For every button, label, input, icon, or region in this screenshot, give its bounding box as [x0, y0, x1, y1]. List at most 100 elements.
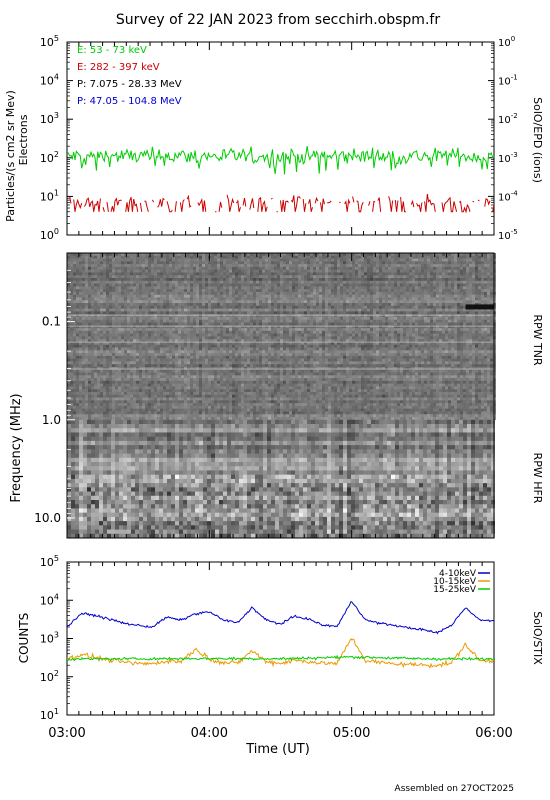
rpw-tnr-cell — [274, 283, 277, 287]
rpw-tnr-cell — [181, 283, 184, 287]
rpw-tnr-cell — [253, 364, 256, 368]
rpw-tnr-cell — [292, 339, 295, 343]
rpw-tnr-cell — [181, 278, 184, 282]
rpw-tnr-cell — [289, 253, 292, 257]
rpw-tnr-cell — [106, 319, 109, 323]
rpw-tnr-cell — [202, 303, 205, 307]
rpw-tnr-cell — [127, 353, 130, 357]
rpw-tnr-cell — [79, 322, 82, 326]
rpw-tnr-cell — [226, 278, 229, 282]
rpw-tnr-cell — [187, 291, 190, 295]
rpw-tnr-cell — [238, 311, 241, 315]
rpw-tnr-cell — [142, 391, 145, 396]
rpw-tnr-cell — [145, 272, 148, 276]
rpw-tnr-cell — [214, 375, 217, 379]
rpw-tnr-cell — [244, 266, 247, 270]
rpw-tnr-cell — [97, 389, 100, 393]
rpw-tnr-cell — [163, 411, 166, 415]
rpw-tnr-cell — [199, 286, 202, 290]
rpw-tnr-cell — [250, 417, 253, 421]
rpw-tnr-cell — [103, 289, 106, 293]
rpw-tnr-cell — [265, 291, 268, 295]
rpw-tnr-cell — [70, 266, 73, 270]
rpw-tnr-cell — [304, 297, 307, 301]
rpw-tnr-cell — [217, 344, 220, 348]
rpw-tnr-cell — [136, 341, 139, 346]
rpw-tnr-cell — [166, 286, 169, 290]
rpw-tnr-cell — [226, 383, 229, 387]
rpw-tnr-cell — [259, 397, 262, 401]
rpw-tnr-cell — [277, 355, 280, 359]
rpw-tnr-cell — [181, 319, 184, 323]
rpw-tnr-cell — [256, 258, 259, 262]
rpw-tnr-cell — [121, 400, 124, 404]
rpw-tnr-cell — [286, 375, 289, 379]
rpw-tnr-cell — [253, 266, 256, 270]
rpw-tnr-cell — [238, 397, 241, 401]
rpw-tnr-cell — [169, 389, 172, 393]
rpw-tnr-cell — [187, 280, 190, 284]
rpw-tnr-cell — [199, 253, 202, 257]
rpw-tnr-cell — [220, 328, 223, 332]
rpw-tnr-cell — [85, 297, 88, 301]
rpw-tnr-cell — [100, 411, 103, 415]
rpw-tnr-cell — [199, 255, 202, 259]
rpw-tnr-cell — [142, 400, 145, 404]
rpw-tnr-cell — [154, 319, 157, 323]
rpw-tnr-cell — [283, 253, 286, 257]
rpw-tnr-cell — [73, 303, 76, 307]
rpw-tnr-cell — [205, 283, 208, 287]
rpw-tnr-cell — [211, 286, 214, 290]
rpw-tnr-cell — [160, 414, 163, 418]
rpw-tnr-cell — [85, 275, 88, 279]
rpw-tnr-cell — [115, 303, 118, 307]
rpw-tnr-cell — [160, 411, 163, 415]
rpw-tnr-cell — [262, 294, 265, 298]
rpw-tnr-cell — [202, 364, 205, 368]
rpw-tnr-cell — [82, 389, 85, 393]
rpw-tnr-cell — [109, 347, 112, 351]
rpw-tnr-cell — [295, 311, 298, 315]
rpw-tnr-cell — [67, 297, 70, 301]
rpw-tnr-cell — [181, 341, 184, 346]
rpw-tnr-cell — [187, 391, 190, 396]
rpw-tnr-cell — [238, 300, 241, 304]
rpw-tnr-cell — [175, 330, 178, 334]
rpw-tnr-cell — [211, 297, 214, 301]
rpw-tnr-cell — [244, 289, 247, 293]
rpw-tnr-cell — [271, 291, 274, 295]
rpw-tnr-cell — [307, 355, 310, 359]
rpw-tnr-cell — [238, 411, 241, 415]
rpw-tnr-cell — [208, 297, 211, 301]
rpw-tnr-cell — [223, 300, 226, 304]
rpw-tnr-cell — [124, 269, 127, 273]
rpw-tnr-cell — [130, 269, 133, 273]
rpw-tnr-cell — [250, 414, 253, 418]
rpw-tnr-cell — [100, 394, 103, 398]
rpw-tnr-cell — [295, 272, 298, 276]
rpw-tnr-cell — [151, 358, 154, 362]
rpw-tnr-cell — [121, 261, 124, 265]
rpw-tnr-cell — [94, 353, 97, 357]
rpw-tnr-cell — [262, 375, 265, 379]
rpw-tnr-cell — [151, 258, 154, 262]
rpw-tnr-cell — [133, 297, 136, 301]
rpw-tnr-cell — [250, 311, 253, 315]
rpw-tnr-cell — [82, 336, 85, 340]
rpw-tnr-cell — [166, 311, 169, 315]
rpw-tnr-cell — [292, 280, 295, 284]
rpw-tnr-cell — [121, 328, 124, 332]
rpw-tnr-cell — [232, 344, 235, 348]
rpw-tnr-cell — [172, 403, 175, 407]
rpw-tnr-cell — [193, 375, 196, 379]
rpw-tnr-cell — [196, 355, 199, 359]
rpw-tnr-cell — [199, 347, 202, 351]
rpw-tnr-cell — [244, 417, 247, 421]
rpw-tnr-cell — [307, 394, 310, 398]
rpw-tnr-cell — [307, 397, 310, 401]
rpw-tnr-cell — [172, 264, 175, 268]
rpw-tnr-cell — [169, 325, 172, 329]
rpw-tnr-cell — [103, 266, 106, 270]
rpw-tnr-cell — [154, 347, 157, 351]
rpw-tnr-cell — [199, 311, 202, 315]
